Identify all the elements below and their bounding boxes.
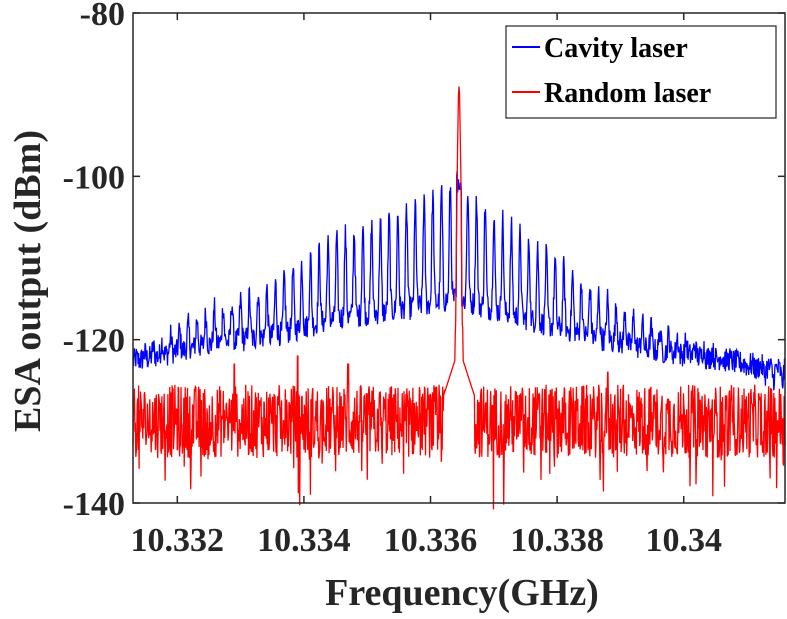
x-tick-label: 10.336 xyxy=(384,522,478,559)
y-axis-label: ESA output (dBm) xyxy=(7,130,49,432)
legend-box xyxy=(505,25,777,119)
x-tick-label: 10.34 xyxy=(645,522,722,559)
series-layer xyxy=(132,86,786,510)
x-axis: 10.332 10.334 10.336 10.338 10.34 xyxy=(131,13,722,559)
y-tick-label: -140 xyxy=(63,486,125,523)
y-axis: -140 -120 -100 -80 xyxy=(63,0,785,523)
y-tick-label: -80 xyxy=(80,0,125,33)
legend: Cavity laser Random laser xyxy=(505,25,777,119)
series-random-laser xyxy=(132,86,786,510)
legend-cavity-laser-label: Cavity laser xyxy=(544,33,688,64)
x-tick-label: 10.332 xyxy=(131,522,225,559)
plot-frame xyxy=(132,12,786,504)
x-tick-label: 10.338 xyxy=(510,522,604,559)
legend-random-laser-label: Random laser xyxy=(544,78,711,109)
y-tick-label: -100 xyxy=(63,159,125,196)
y-tick-label: -120 xyxy=(63,323,125,360)
series-cavity-laser xyxy=(132,170,786,391)
x-tick-label: 10.334 xyxy=(257,522,351,559)
x-axis-label: Frequency(GHz) xyxy=(325,572,599,614)
